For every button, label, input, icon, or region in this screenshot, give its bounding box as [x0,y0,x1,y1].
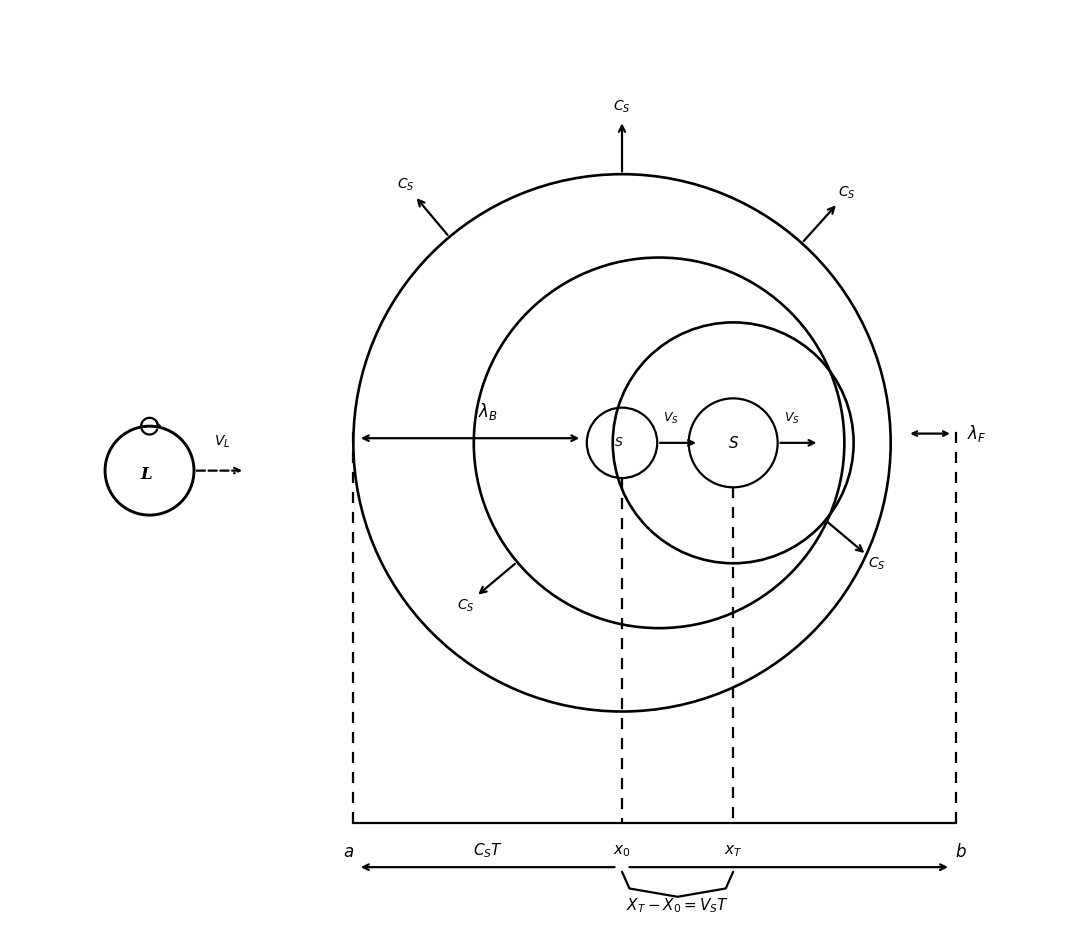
Text: $x_0$: $x_0$ [613,843,631,858]
Text: a: a [344,843,354,861]
Text: $C_S$: $C_S$ [868,555,886,572]
Text: $C_ST$: $C_ST$ [472,841,503,859]
Text: $C_S$: $C_S$ [397,177,414,194]
Text: $C_S$: $C_S$ [838,185,855,201]
Text: $X_T - X_0 = V_ST$: $X_T - X_0 = V_ST$ [626,897,729,915]
Text: L: L [140,466,152,483]
Text: $C_S$: $C_S$ [456,597,474,613]
Text: b: b [955,843,965,861]
Text: $x_T$: $x_T$ [724,843,742,858]
Text: $S$: $S$ [727,435,739,451]
Text: $\lambda_F$: $\lambda_F$ [967,423,986,444]
Text: $\lambda_B$: $\lambda_B$ [477,401,498,421]
Text: $V_L$: $V_L$ [214,434,230,450]
Text: $C_S$: $C_S$ [613,99,631,115]
Text: $S$: $S$ [614,436,624,449]
Text: $V_S$: $V_S$ [663,411,679,426]
Text: $V_S$: $V_S$ [784,411,800,426]
